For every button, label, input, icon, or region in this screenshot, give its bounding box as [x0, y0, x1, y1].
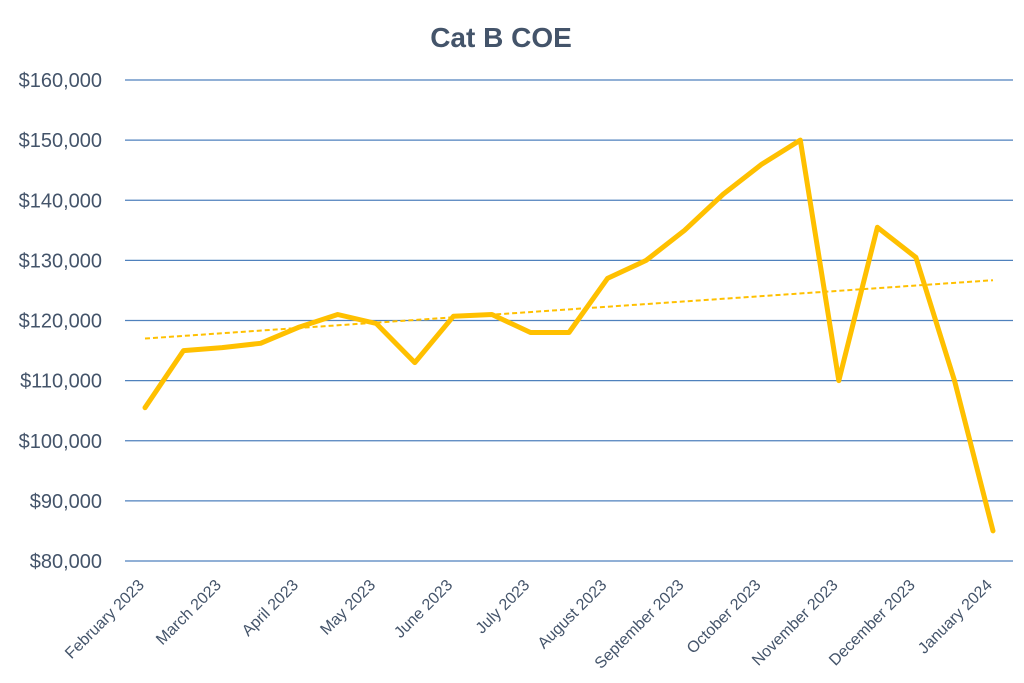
data-point [182, 349, 186, 353]
data-point [875, 225, 879, 229]
y-tick-label: $100,000 [19, 431, 102, 453]
x-tick-label: April 2023 [239, 577, 302, 640]
data-point [644, 258, 648, 262]
data-point [991, 529, 995, 533]
trendline [144, 279, 994, 340]
data-point [683, 228, 687, 232]
x-tick-label: August 2023 [535, 577, 611, 653]
data-point [721, 192, 725, 196]
x-tick-label: May 2023 [317, 577, 379, 639]
data-point [914, 255, 918, 259]
data-point [606, 276, 610, 280]
data-point [952, 379, 956, 383]
series-line [142, 137, 996, 534]
data-point [374, 322, 378, 326]
trendline-line [144, 279, 994, 340]
data-point [451, 314, 455, 318]
data-point [413, 361, 417, 365]
x-tick-label: March 2023 [153, 577, 225, 649]
data-point [567, 331, 571, 335]
y-tick-label: $130,000 [19, 250, 102, 272]
data-point [490, 312, 494, 316]
y-tick-label: $150,000 [19, 130, 102, 152]
series-group [142, 137, 996, 534]
gridlines [125, 79, 1013, 562]
x-tick-label: January 2024 [915, 577, 996, 658]
y-tick-label: $160,000 [19, 70, 102, 92]
y-tick-label: $120,000 [19, 311, 102, 333]
y-axis: $80,000 $90,000 $100,000 $110,000 $120,000 $1… [19, 70, 102, 573]
data-point [336, 312, 340, 316]
data-point [798, 138, 802, 142]
x-tick-label: June 2023 [391, 577, 456, 642]
x-tick-label: February 2023 [62, 577, 148, 663]
data-point [760, 162, 764, 166]
x-tick-label: December 2023 [826, 577, 919, 670]
data-point [143, 406, 147, 410]
y-tick-label: $140,000 [19, 190, 102, 212]
data-point [528, 331, 532, 335]
data-point [259, 341, 263, 345]
y-tick-label: $90,000 [30, 491, 102, 513]
data-point [837, 379, 841, 383]
chart-title: Cat B COE [430, 22, 572, 53]
data-point [297, 325, 301, 329]
x-tick-label: July 2023 [473, 577, 534, 638]
x-axis: February 2023 March 2023 April 2023 May 202… [62, 577, 996, 673]
y-tick-label: $110,000 [20, 371, 102, 393]
data-point [220, 346, 224, 350]
x-tick-label: October 2023 [684, 577, 765, 658]
y-tick-label: $80,000 [30, 551, 102, 573]
